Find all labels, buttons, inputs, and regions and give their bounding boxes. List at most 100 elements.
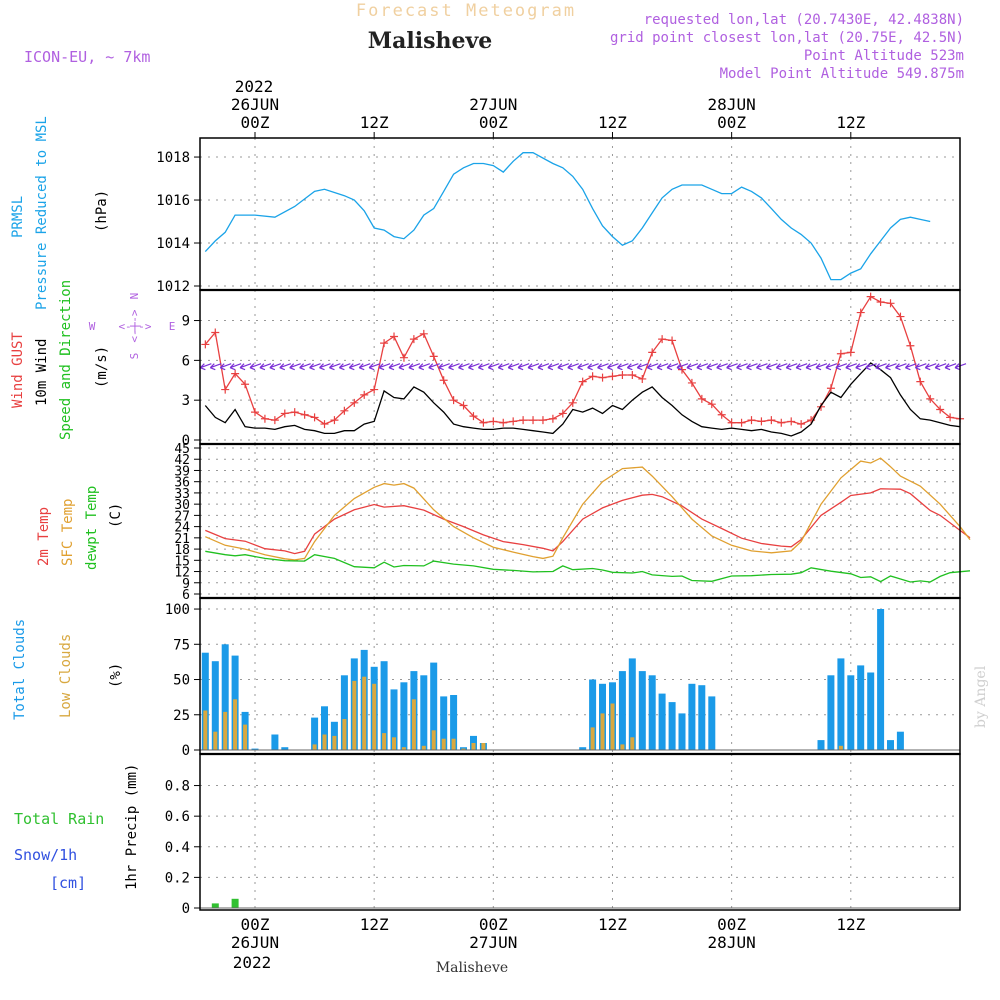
gust-marker: [558, 409, 567, 418]
ytick-label: 0.2: [165, 870, 190, 886]
gust-marker: [548, 414, 557, 423]
ytick-label: 6: [182, 588, 190, 603]
total-clouds-label: Total Clouds: [12, 619, 28, 720]
bar-total-clouds: [877, 609, 885, 750]
compass-arrow-v: <-|->: [128, 309, 141, 342]
wind10-label: 10m Wind: [34, 339, 50, 406]
gust-marker: [241, 380, 250, 389]
gust-marker: [370, 385, 379, 394]
ytick-label: 39: [174, 464, 190, 479]
wind-direction-arrow: [587, 363, 599, 371]
bar-low-clouds: [431, 730, 436, 750]
panel-frame: [199, 753, 961, 911]
gust-marker: [866, 292, 875, 301]
wind-direction-arrow: [309, 363, 321, 371]
bar-total-clouds: [400, 682, 408, 750]
wind-direction-arrow: [696, 363, 709, 371]
wind-direction-arrow: [934, 363, 947, 371]
ytick-label: 3: [182, 393, 190, 409]
wind-direction-arrow: [338, 363, 351, 371]
ytick-label: 9: [182, 577, 190, 592]
gust-marker: [509, 417, 518, 426]
bar-low-clouds: [630, 737, 635, 750]
top-tick-label: 12Z: [598, 113, 627, 132]
bar-total-clouds: [380, 661, 388, 750]
grid-point-coords: grid point closest lon,lat (20.75E, 42.5…: [610, 30, 964, 46]
dewpt-label: dewpt Temp: [84, 486, 100, 570]
bar-total-clouds: [340, 675, 348, 750]
wind-direction-arrow: [845, 363, 858, 371]
gust-marker: [538, 416, 547, 425]
gust-marker: [926, 394, 935, 403]
chart-panels: 1012101410161018036969121518212427303336…: [156, 137, 971, 917]
gust-marker: [399, 353, 408, 362]
gust-marker: [886, 299, 895, 308]
bar-total-clouds: [887, 740, 894, 750]
wind-direction-arrow: [418, 363, 431, 371]
gust-marker: [757, 417, 766, 426]
wind-direction-arrow: [527, 363, 540, 371]
bar-total-clouds: [271, 734, 279, 750]
wind-direction-arrow: [468, 363, 480, 371]
wind-direction-arrow: [666, 363, 679, 371]
pressure-unit: (hPa): [94, 190, 110, 232]
model-altitude: Model Point Altitude 549.875m: [720, 66, 964, 82]
gust-marker: [618, 370, 627, 379]
bar-total-clouds: [221, 644, 229, 750]
wind-direction-arrow: [398, 363, 411, 371]
bottom-tick-label: 00Z: [717, 915, 746, 934]
bar-low-clouds: [342, 719, 347, 750]
bar-low-clouds: [411, 699, 416, 750]
wind-direction-arrow: [597, 363, 609, 371]
bar-total-clouds: [311, 717, 319, 750]
bar-total-clouds: [648, 675, 656, 750]
pressure-grid: [200, 138, 960, 290]
compass-arrow-h: <-|->: [118, 320, 151, 333]
bar-total-rain: [211, 903, 219, 908]
bar-low-clouds: [352, 680, 357, 750]
bar-total-clouds: [211, 661, 219, 750]
wind-direction-arrow: [239, 363, 252, 371]
wind-direction-arrow: [448, 363, 460, 371]
bar-low-clouds: [372, 683, 377, 750]
top-tick-label: 00Z: [241, 113, 270, 132]
wind-direction-arrow: [686, 363, 699, 371]
bar-total-clouds: [708, 696, 716, 750]
bar-low-clouds: [838, 745, 843, 750]
gust-marker: [260, 414, 269, 423]
bar-total-clouds: [668, 702, 676, 750]
bar-low-clouds: [451, 738, 456, 750]
point-altitude: Point Altitude 523m: [804, 48, 964, 64]
bottom-tick-label: 00Z: [479, 915, 508, 934]
ytick-label: 42: [174, 453, 190, 468]
ytick-label: 0.6: [165, 809, 190, 825]
bar-total-clouds: [321, 706, 328, 750]
requested-coords: requested lon,lat (20.7430E, 42.4838N): [644, 12, 964, 28]
ytick-label: 33: [174, 487, 190, 502]
gust-marker: [568, 398, 577, 407]
bar-total-clouds: [867, 672, 875, 750]
gust-marker: [648, 348, 657, 357]
bar-low-clouds: [213, 731, 218, 750]
wind-direction-arrow: [458, 363, 470, 371]
bar-total-clouds: [628, 658, 636, 750]
wind-direction-arrow: [438, 363, 450, 371]
panel-frame: [199, 443, 961, 599]
gust-marker: [906, 341, 915, 350]
wind-direction-arrow: [616, 363, 629, 371]
wind-direction-arrow: [319, 363, 331, 371]
bottom-day-label: 26JUN: [231, 933, 279, 952]
bar-total-clouds: [618, 671, 626, 750]
gust-marker: [767, 416, 776, 425]
compass-n: N: [128, 293, 141, 300]
top-tick-label: 12Z: [836, 113, 865, 132]
ytick-label: 0: [182, 901, 190, 917]
wind-direction-arrow: [209, 363, 222, 371]
bar-total-clouds: [698, 685, 706, 750]
gust-marker: [856, 308, 865, 317]
bottom-tick-label: 00Z: [241, 915, 270, 934]
gust-marker: [707, 400, 716, 409]
wind-direction-arrow: [487, 363, 500, 371]
